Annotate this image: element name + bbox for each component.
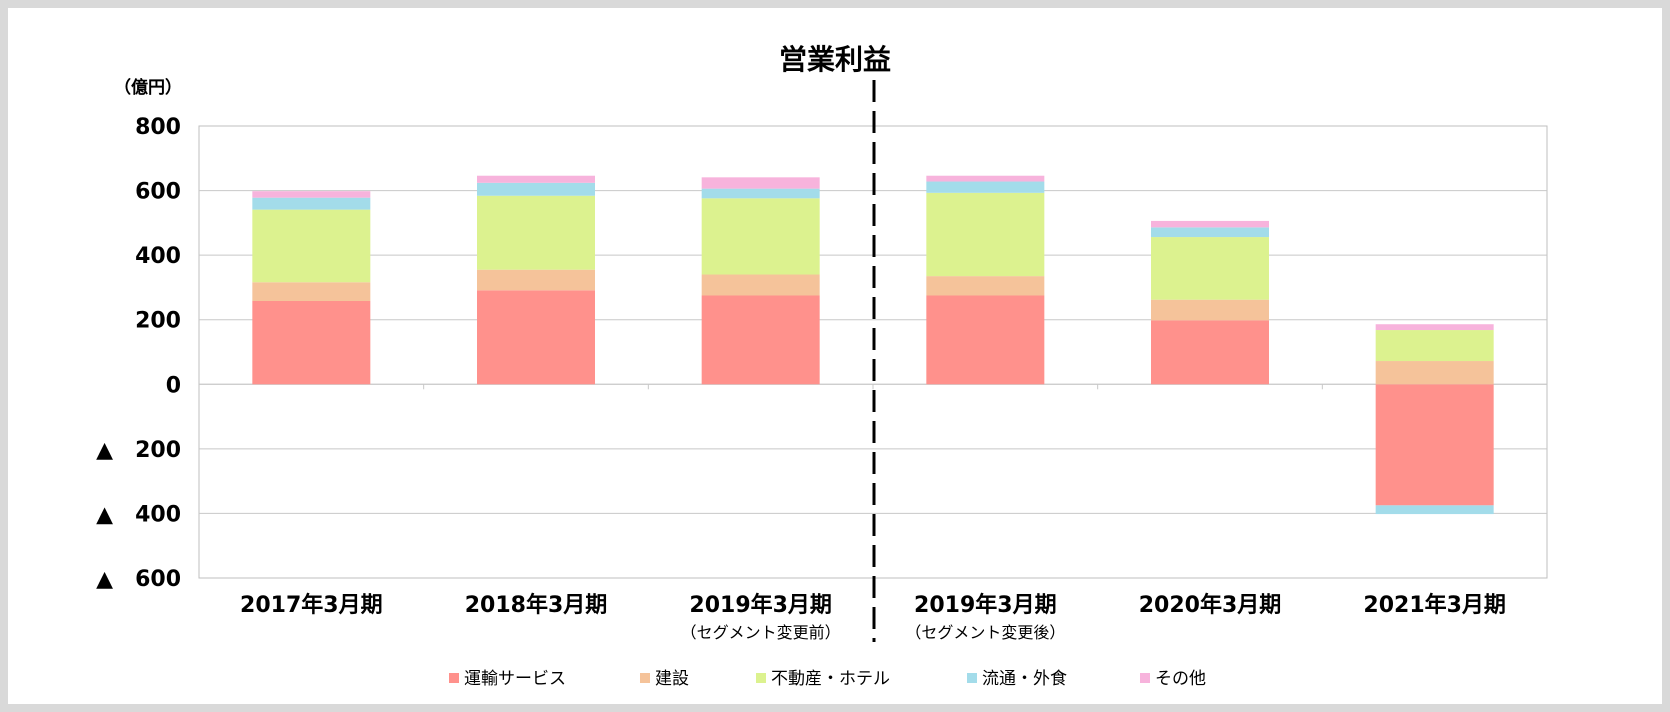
- grid-layer: [198, 125, 1548, 579]
- legend-item: 運輸サービス: [449, 664, 566, 689]
- legend-label: 運輸サービス: [464, 669, 566, 689]
- x-category-label: 2017年3月期: [240, 592, 383, 618]
- x-category-label: 2019年3月期: [914, 592, 1057, 618]
- bar-segment-5-0: [1375, 384, 1494, 506]
- bar-segment-4-1: [1151, 299, 1269, 321]
- x-category-label: 2019年3月期: [689, 592, 832, 618]
- bar-segment-5-4: [1375, 324, 1494, 331]
- x-category-label: 2018年3月期: [465, 592, 608, 618]
- bar-segment-0-4: [252, 191, 371, 198]
- legend-label: 流通・外食: [982, 669, 1067, 689]
- legend-swatch: [756, 673, 766, 683]
- bar-segment-0-1: [252, 282, 371, 301]
- legend-item: 不動産・ホテル: [756, 664, 890, 689]
- bar-segment-3-4: [926, 175, 1045, 182]
- bar-segment-3-2: [926, 192, 1045, 277]
- bar-segment-4-3: [1151, 227, 1269, 238]
- legend-label: 不動産・ホテル: [771, 669, 890, 689]
- y-tick-label: ▲ 600: [96, 567, 181, 592]
- bar-segment-2-3: [701, 188, 820, 199]
- bar-segment-1-3: [477, 182, 595, 196]
- legend-swatch: [640, 673, 650, 683]
- bar-segment-1-0: [477, 290, 595, 385]
- y-tick-label: ▲ 400: [96, 502, 181, 527]
- x-category-sublabel: （セグメント変更後）: [905, 623, 1065, 642]
- bar-segment-5-2: [1375, 330, 1494, 362]
- bar-layer: [252, 175, 1494, 515]
- bar-segment-1-2: [477, 195, 595, 270]
- bar-segment-2-0: [701, 295, 820, 385]
- bar-segment-0-3: [252, 197, 371, 210]
- bar-segment-5-3: [1375, 505, 1494, 515]
- bar-segment-2-2: [701, 198, 820, 275]
- bar-segment-3-1: [926, 276, 1045, 296]
- bar-segment-5-1: [1375, 361, 1494, 385]
- y-tick-label: 400: [135, 244, 181, 269]
- bar-segment-0-0: [252, 300, 371, 385]
- y-axis-unit-label: （億円）: [114, 77, 182, 98]
- bar-segment-1-1: [477, 269, 595, 291]
- bar-segment-2-1: [701, 274, 820, 296]
- legend-swatch: [1140, 673, 1150, 683]
- y-tick-label: 600: [135, 180, 181, 205]
- bar-segment-4-0: [1151, 320, 1269, 385]
- x-category-label: 2021年3月期: [1363, 592, 1506, 618]
- bar-segment-4-4: [1151, 220, 1269, 228]
- bar-segment-3-0: [926, 295, 1045, 385]
- bar-segment-2-4: [701, 177, 820, 189]
- bar-segment-0-2: [252, 209, 371, 283]
- bar-segment-1-4: [477, 175, 595, 183]
- y-tick-label: 800: [135, 115, 181, 140]
- legend-item: その他: [1140, 664, 1206, 689]
- bar-segment-4-2: [1151, 237, 1269, 300]
- x-category-sublabel: （セグメント変更前）: [681, 623, 841, 642]
- y-tick-label: ▲ 200: [96, 438, 181, 463]
- x-category-label: 2020年3月期: [1139, 592, 1282, 618]
- legend-label: 建設: [655, 669, 689, 689]
- bar-segment-3-3: [926, 181, 1045, 193]
- text-layer: 営業利益 （億円） 800 600 400 200 0 ▲ 200 ▲ 400 ▲ 600 20…: [96, 43, 1506, 642]
- legend-label: その他: [1155, 669, 1206, 689]
- legend-item: 流通・外食: [967, 664, 1067, 689]
- chart-title: 営業利益: [779, 43, 891, 76]
- legend-swatch: [967, 673, 977, 683]
- y-tick-label: 0: [166, 373, 181, 398]
- legend-swatch: [449, 673, 459, 683]
- y-tick-label: 200: [135, 309, 181, 334]
- legend-item: 建設: [640, 664, 689, 689]
